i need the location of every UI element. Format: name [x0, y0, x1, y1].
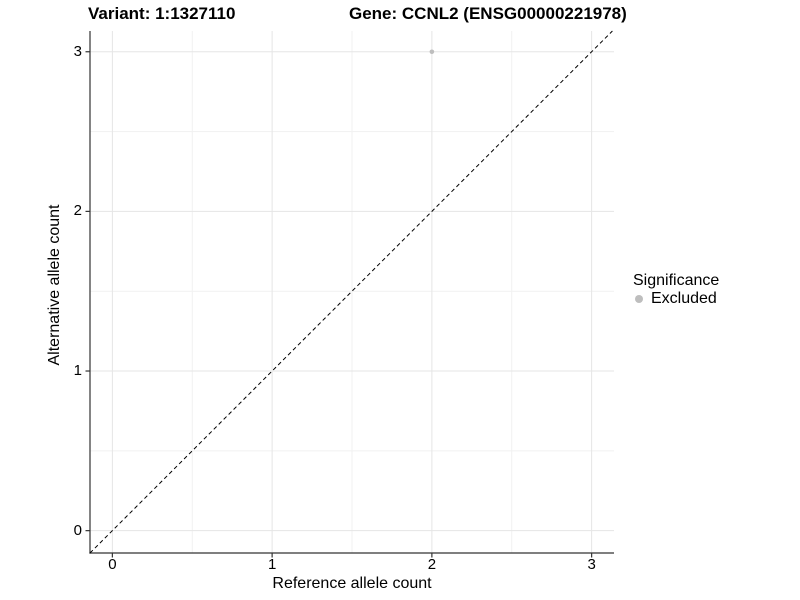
legend-point-icon: [635, 294, 643, 303]
plot-title-gene: Gene: CCNL2 (ENSG00000221978): [349, 4, 627, 23]
x-tick-label: 2: [427, 556, 437, 573]
legend-entries: Excluded: [631, 290, 719, 307]
x-tick-label: 3: [587, 556, 596, 573]
y-tick-label: 1: [73, 362, 82, 380]
legend-entry: Excluded: [631, 290, 719, 307]
data-point: [429, 49, 435, 55]
plot-title-variant: Variant: 1:1327110: [88, 4, 236, 23]
y-tick-label: 3: [73, 42, 82, 60]
y-axis-title: Alternative allele count: [46, 204, 63, 366]
y-tick-label: 2: [73, 202, 82, 220]
legend: Significance Excluded: [631, 272, 719, 307]
legend-entry-label: Excluded: [651, 289, 717, 307]
legend-title: Significance: [633, 272, 720, 289]
x-tick-label: 0: [108, 556, 117, 573]
y-tick-label: 0: [73, 521, 82, 539]
x-axis-title: Reference allele count: [272, 575, 432, 592]
x-tick-label: 1: [267, 556, 277, 573]
identity-dashed-line: [89, 30, 613, 554]
